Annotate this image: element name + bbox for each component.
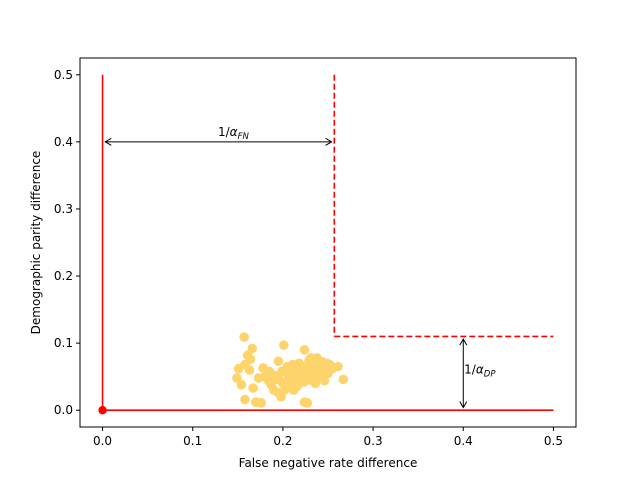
y-tick-label: 0.4: [54, 135, 73, 149]
annotation-label-0: 1/αFN: [218, 125, 249, 142]
scatter-point: [280, 377, 291, 387]
scatter-point: [298, 377, 309, 387]
annotation-layer: 1/αFN 1/αDP: [104, 125, 496, 409]
y-tick-label: 0.3: [54, 202, 73, 216]
scatter-point: [308, 374, 319, 385]
plot-content: [98, 74, 554, 415]
x-tick-label: 0.4: [454, 434, 473, 448]
scatter-point: [236, 379, 247, 390]
annotation-arrowhead: [104, 137, 112, 146]
scatter-point: [233, 363, 244, 374]
x-axis-label: False negative rate difference: [239, 456, 418, 470]
y-tick-label: 0.2: [54, 269, 73, 283]
x-tick-label: 0.3: [364, 434, 383, 448]
scatter-point: [311, 357, 322, 367]
scatter-point: [271, 373, 282, 383]
origin-point: [98, 406, 107, 415]
y-tick-label: 0.1: [54, 336, 73, 350]
scatter-point: [279, 340, 289, 350]
y-axis-label: Demographic parity difference: [29, 151, 43, 335]
y-axis-ticks: 0.0 0.1 0.2 0.3 0.4 0.5: [54, 68, 80, 417]
y-tick-label: 0.0: [54, 403, 73, 417]
scatter-point: [277, 366, 287, 377]
scatter-point: [244, 365, 255, 375]
x-tick-label: 0.2: [273, 434, 292, 448]
x-axis-ticks: 0.0 0.1 0.2 0.3 0.4 0.5: [93, 427, 563, 448]
annotation-arrowhead: [459, 338, 468, 346]
axes-frame: [79, 57, 577, 428]
scatter-point: [240, 394, 250, 405]
x-tick-label: 0.0: [93, 434, 112, 448]
scatter-point: [319, 375, 330, 386]
annotation-label-1: 1/αDP: [464, 362, 496, 379]
scatter-point: [256, 398, 267, 408]
scatter-point: [239, 332, 249, 342]
scatter-point: [333, 361, 343, 372]
annotation-arrowhead: [325, 137, 333, 146]
scatter-point: [302, 398, 313, 408]
scatter-point: [273, 356, 284, 367]
annotation-arrowhead: [459, 401, 468, 409]
scatter-point: [338, 374, 349, 385]
y-tick-label: 0.5: [54, 68, 73, 82]
scatter-point: [299, 345, 310, 355]
scatter-point: [248, 383, 258, 393]
x-tick-label: 0.1: [183, 434, 202, 448]
scatter-point: [263, 375, 274, 386]
scatter-point: [297, 362, 307, 373]
scatter-point: [288, 359, 298, 370]
scatter-point: [286, 370, 296, 381]
scatter-point: [322, 358, 332, 369]
scatter-point: [276, 392, 286, 402]
x-tick-label: 0.5: [544, 434, 563, 448]
